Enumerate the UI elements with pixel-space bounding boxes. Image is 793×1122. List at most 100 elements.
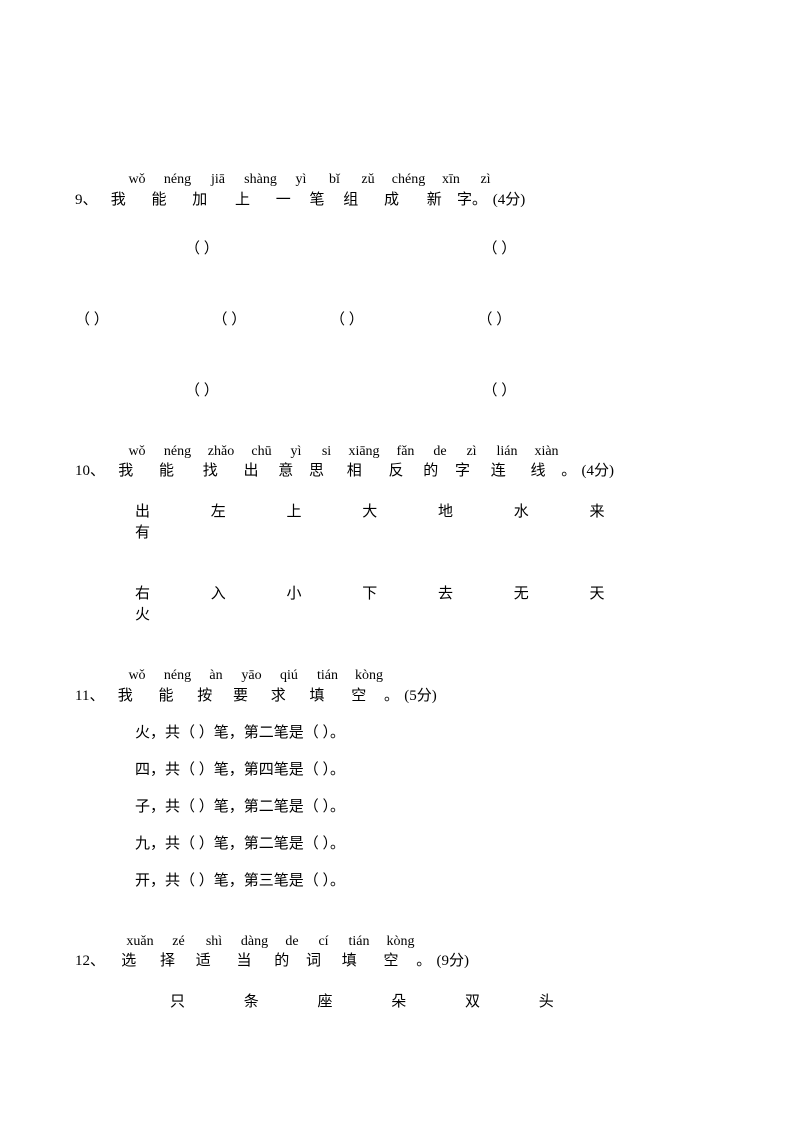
- hanzi: 能: [147, 461, 187, 482]
- pinyin: wǒ: [120, 666, 154, 686]
- blank-paren[interactable]: （ ）: [483, 381, 517, 402]
- question-12: xuǎn zé shì dàng de cí tián kòng 12、 选 择…: [75, 932, 718, 1014]
- q12-words: 只 条 座 朵 双 头: [170, 992, 718, 1013]
- pinyin: tián: [341, 932, 377, 952]
- hanzi: 。: [415, 951, 433, 972]
- hanzi: 我: [109, 461, 143, 482]
- match-char[interactable]: 来: [590, 502, 662, 523]
- pinyin: yì: [286, 170, 316, 190]
- hanzi: 我: [108, 686, 142, 707]
- q9-blanks-row1: （ ） （ ）: [185, 239, 718, 260]
- pinyin: de: [426, 442, 454, 462]
- hanzi: 找: [190, 461, 230, 482]
- hanzi: 求: [261, 686, 295, 707]
- match-char[interactable]: 小: [287, 584, 359, 605]
- pinyin: zé: [164, 932, 194, 952]
- stroke-char: 九: [135, 836, 150, 852]
- stroke-text[interactable]: ，共（ ）笔，第二笔是（ ）。: [150, 799, 345, 815]
- stroke-char: 四: [135, 762, 150, 778]
- pinyin: wǒ: [120, 170, 154, 190]
- hanzi: 成: [370, 190, 414, 211]
- q12-pinyin: xuǎn zé shì dàng de cí tián kòng: [120, 932, 718, 952]
- match-char[interactable]: 去: [438, 584, 510, 605]
- pinyin: zì: [458, 442, 486, 462]
- pinyin: néng: [158, 442, 198, 462]
- match-char[interactable]: 左: [211, 502, 283, 523]
- hanzi: 思: [304, 461, 330, 482]
- hanzi: 要: [223, 686, 257, 707]
- q9-hanzi: 9、 我 能 加 上 一 笔 组 成 新 字。 (4分): [75, 190, 718, 211]
- hanzi: 连: [480, 461, 516, 482]
- match-char[interactable]: 右: [135, 584, 207, 605]
- hanzi: 笔: [302, 190, 332, 211]
- match-char[interactable]: 有: [135, 523, 207, 544]
- pinyin: xuǎn: [120, 932, 160, 952]
- blank-paren[interactable]: （ ）: [75, 310, 109, 331]
- classifier-word: 只: [170, 992, 240, 1013]
- question-9: wǒ néng jiā shàng yì bǐ zǔ chéng xīn zì …: [75, 170, 718, 402]
- match-char[interactable]: 火: [135, 605, 207, 626]
- pinyin: shàng: [239, 170, 283, 190]
- q9-blanks-row2: （ ） （ ） （ ） （ ）: [75, 310, 718, 331]
- hanzi: 组: [336, 190, 366, 211]
- pinyin: si: [314, 442, 340, 462]
- match-char[interactable]: 天: [590, 584, 662, 605]
- match-char[interactable]: 无: [514, 584, 586, 605]
- match-char[interactable]: 水: [514, 502, 586, 523]
- blank-paren[interactable]: （ ）: [330, 310, 364, 331]
- classifier-word: 头: [539, 992, 609, 1013]
- hanzi: 出: [234, 461, 268, 482]
- q11-line: 四，共（ ）笔，第四笔是（ ）。: [135, 760, 718, 781]
- question-11: wǒ néng àn yāo qiú tián kòng 11、 我 能 按 要…: [75, 666, 718, 892]
- hanzi: 空: [371, 951, 411, 972]
- hanzi: 线: [520, 461, 556, 482]
- stroke-char: 火: [135, 725, 150, 741]
- hanzi: 适: [186, 951, 220, 972]
- pinyin: néng: [158, 170, 198, 190]
- pinyin: cí: [310, 932, 338, 952]
- hanzi: 选: [109, 951, 149, 972]
- pinyin: de: [278, 932, 306, 952]
- pinyin: wǒ: [120, 442, 154, 462]
- q11-points: (5分): [404, 688, 437, 704]
- hanzi: 新: [417, 190, 451, 211]
- hanzi: 能: [139, 190, 179, 211]
- pinyin: bǐ: [320, 170, 350, 190]
- hanzi: 。: [382, 686, 400, 707]
- blank-paren[interactable]: （ ）: [478, 310, 512, 331]
- stroke-text[interactable]: ，共（ ）笔，第二笔是（ ）。: [150, 836, 345, 852]
- hanzi: 我: [101, 190, 135, 211]
- blank-paren[interactable]: （ ）: [483, 239, 517, 260]
- blank-paren[interactable]: （ ）: [213, 310, 247, 331]
- hanzi: 字: [449, 461, 477, 482]
- match-char[interactable]: 大: [362, 502, 434, 523]
- pinyin: shì: [197, 932, 231, 952]
- pinyin: qiú: [272, 666, 306, 686]
- match-char[interactable]: 入: [211, 584, 283, 605]
- pinyin: xiāng: [343, 442, 385, 462]
- match-char[interactable]: 下: [362, 584, 434, 605]
- hanzi: 填: [331, 951, 367, 972]
- q9-pinyin: wǒ néng jiā shàng yì bǐ zǔ chéng xīn zì: [120, 170, 718, 190]
- q11-line: 子，共（ ）笔，第二笔是（ ）。: [135, 797, 718, 818]
- match-char[interactable]: 上: [287, 502, 359, 523]
- hanzi: 择: [153, 951, 183, 972]
- match-char[interactable]: 出: [135, 502, 207, 523]
- pinyin: chū: [245, 442, 279, 462]
- stroke-char: 开: [135, 873, 150, 889]
- classifier-word: 条: [244, 992, 314, 1013]
- blank-paren[interactable]: （ ）: [185, 239, 219, 260]
- stroke-text[interactable]: ，共（ ）笔，第四笔是（ ）。: [150, 762, 345, 778]
- q10-hanzi: 10、 我 能 找 出 意 思 相 反 的 字 连 线 。 (4分): [75, 461, 718, 482]
- hanzi: 能: [146, 686, 186, 707]
- stroke-text[interactable]: ，共（ ）笔，第二笔是（ ）。: [150, 725, 345, 741]
- blank-paren[interactable]: （ ）: [185, 381, 219, 402]
- hanzi: 。: [560, 461, 578, 482]
- q10-top-row: 出 左 上 大 地 水 来 有: [135, 502, 718, 544]
- pinyin: lián: [489, 442, 525, 462]
- hanzi: 意: [272, 461, 300, 482]
- question-10: wǒ néng zhǎo chū yì si xiāng fǎn de zì l…: [75, 442, 718, 627]
- hanzi: 填: [299, 686, 335, 707]
- stroke-text[interactable]: ，共（ ）笔，第三笔是（ ）。: [150, 873, 345, 889]
- match-char[interactable]: 地: [438, 502, 510, 523]
